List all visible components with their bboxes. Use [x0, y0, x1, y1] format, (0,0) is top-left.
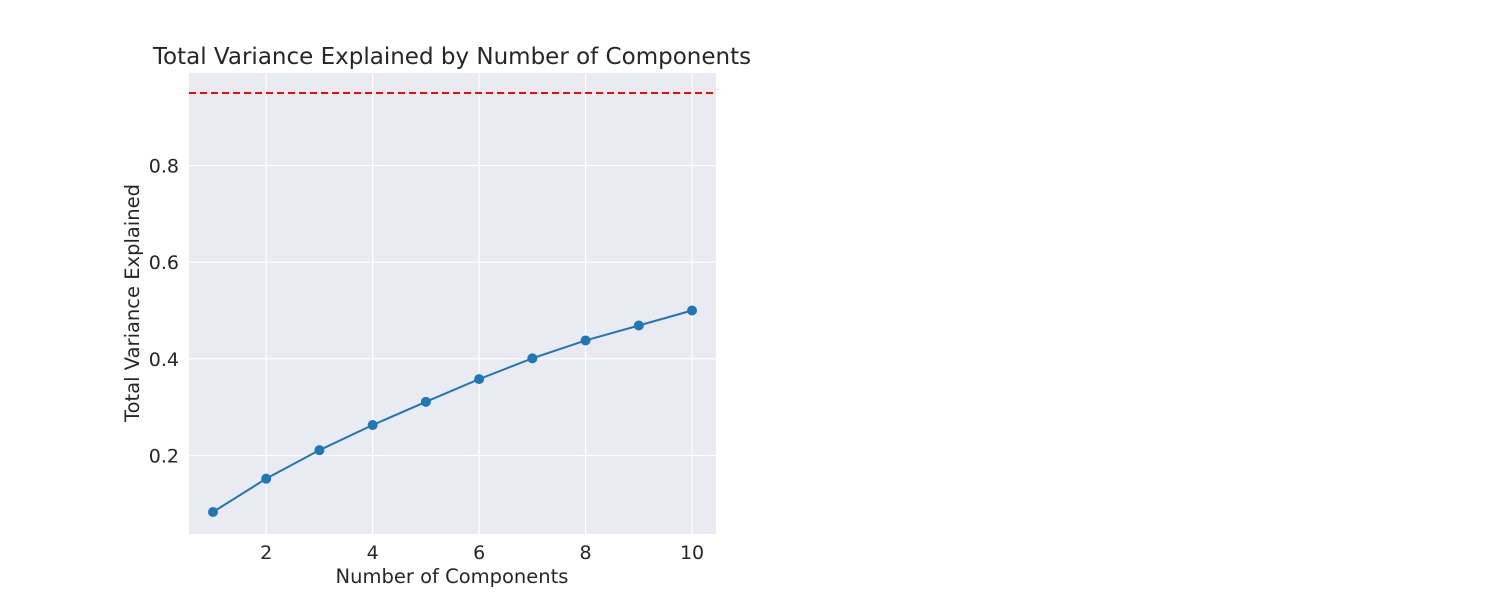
y-tick-labels: 0.2 0.4 0.6 0.8 [149, 156, 179, 468]
data-point [207, 507, 218, 518]
y-tick-label: 0.8 [149, 156, 179, 178]
data-point [420, 396, 431, 407]
x-tick-label: 2 [260, 542, 272, 564]
y-tick-label: 0.6 [149, 252, 179, 274]
data-point [527, 353, 538, 364]
chart-title: Total Variance Explained by Number of Co… [152, 44, 751, 70]
data-point [314, 445, 325, 456]
y-tick-label: 0.4 [149, 349, 179, 371]
grid-lines [189, 73, 716, 534]
x-tick-label: 8 [580, 542, 592, 564]
x-tick-label: 6 [473, 542, 485, 564]
y-axis-title: Total Variance Explained [121, 184, 144, 423]
x-axis-title: Number of Components [336, 565, 569, 588]
data-point [687, 305, 698, 316]
plot-area [189, 73, 716, 534]
data-point [633, 320, 644, 331]
data-point [261, 473, 272, 484]
data-points [207, 305, 698, 518]
x-tick-labels: 2 4 6 8 10 [260, 542, 704, 564]
series-line [212, 309, 693, 513]
x-tick-label: 10 [680, 542, 704, 564]
x-tick-label: 4 [367, 542, 379, 564]
data-point [474, 374, 485, 385]
data-point [580, 335, 591, 346]
data-point [367, 420, 378, 431]
y-tick-label: 0.2 [149, 445, 179, 467]
